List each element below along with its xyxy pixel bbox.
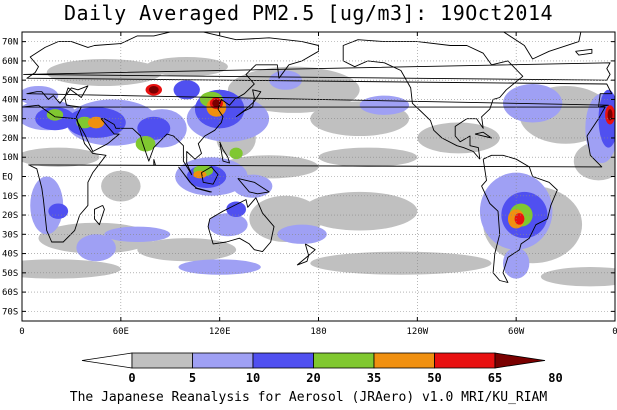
coastline-1 [26,32,613,176]
pm25-contour-27 [208,213,248,237]
colorbar-label: 65 [488,371,502,385]
lat-tick-label: 50N [2,76,18,86]
colorbar-swatch-0 [81,352,133,369]
colorbar-label: 35 [367,371,381,385]
coastline-18 [575,48,593,56]
coastline-14 [219,141,230,164]
axis-ticks: 70N 60N 50N 40N 30N 20N 10N EQ 10S 20S 30S 40S 50S 60… [2,32,617,337]
colorbar-label: 80 [548,371,562,385]
colorbar-label: 0 [128,371,135,385]
coastline-8 [201,166,219,185]
coastline-11 [304,243,316,256]
lon-tick-label: 180 [310,327,326,337]
lat-tick-label: 70N [2,38,18,48]
lat-tick-label: 30S [2,230,18,240]
colorbar-swatch-2 [192,352,254,369]
pm25-contour-9 [417,122,500,154]
pm25-contour-31 [178,259,261,275]
lon-tick-label: 0 [19,327,24,337]
coastline-15 [153,159,156,166]
pm25-contour-18 [101,170,141,202]
colorbar-swatch-5 [373,352,435,369]
pm25-contour-32 [277,224,327,244]
lon-tick-label: 60W [508,327,525,337]
pm25-contour-28 [30,176,64,235]
colorbar-swatch-7 [494,352,546,369]
coastline-3 [207,197,275,253]
lat-tick-label: 30N [2,115,18,125]
coastline-16 [502,32,582,60]
colorbar: 0 5 10 20 35 50 65 80 [81,352,563,385]
pm25-contour-64 [148,85,159,94]
pm25-contour-51 [135,136,156,152]
pm25-contour-6 [540,267,615,287]
colorbar-label: 20 [306,371,320,385]
coastline-2 [23,62,611,81]
lon-tick-label: 0 [612,327,617,337]
lon-tick-label: 120E [209,327,231,337]
pm25-contour-55 [229,147,243,160]
colorbar-swatch-1 [131,352,193,369]
pm25-contour-26 [232,174,273,198]
pm25-contour-38 [269,70,303,90]
coastline-17 [474,131,492,139]
lat-tick-label: 60S [2,288,18,298]
pm25-contour-65 [212,99,221,108]
coastline-10 [237,177,270,195]
pm25-contour-5 [22,259,121,279]
pm25-contour-4 [310,251,492,275]
lat-tick-label: EQ [2,173,13,183]
pm25-contour-17 [22,147,100,167]
colorbar-swatch-6 [434,352,496,369]
lat-tick-label: 20S [2,211,18,221]
colorbar-swatch-3 [252,352,314,369]
coastline-0 [22,104,606,243]
credit-line: The Japanese Reanalysis for Aerosol (JRA… [69,390,548,405]
lat-tick-label: 70S [2,307,18,317]
pm25-contour-48 [173,80,200,100]
pm25-contour-1 [137,238,237,262]
lat-tick-label: 40N [2,95,18,105]
lat-tick-label: 40S [2,250,18,260]
pm25-contour-29 [76,234,116,262]
coastline-12 [296,255,310,266]
lat-tick-label: 10N [2,153,18,163]
lat-tick-label: 10S [2,192,18,202]
coastline-6 [235,89,262,118]
pm25-contour-44 [48,203,69,219]
pm25-contour-10 [227,66,360,113]
map-title: Daily Averaged PM2.5 [ug/m3]: 19Oct2014 [63,1,554,25]
colorbar-swatch-4 [313,352,375,369]
colorbar-label: 10 [246,371,260,385]
pm25-contour-66 [607,109,613,121]
pm25-contour-62 [514,213,525,225]
coastline-5 [342,39,524,160]
pm25-contour-45 [226,201,247,217]
pm25-contour-13 [145,57,228,77]
pm25-contour-56 [87,116,105,129]
lat-tick-label: 60N [2,57,18,67]
pm25-contour-59 [193,170,207,179]
coastline-13 [94,204,105,226]
coastline-layer [22,32,613,283]
pm25-contour-49 [76,116,93,129]
coastline-4 [481,154,558,283]
colorbar-label: 50 [427,371,441,385]
pm25-contour-37 [359,95,410,115]
pm25-contour-3 [302,191,418,231]
lon-tick-label: 120W [406,327,428,337]
lon-tick-label: 60E [113,327,129,337]
lat-tick-label: 50S [2,269,18,279]
gridline-layer [22,32,615,321]
pm25-contour-41 [137,116,171,140]
pm25-contour-50 [46,109,64,121]
pm25-contour-22 [22,85,59,106]
coastline-9 [194,187,212,193]
colorbar-label: 5 [189,371,196,385]
lat-tick-label: 20N [2,134,18,144]
